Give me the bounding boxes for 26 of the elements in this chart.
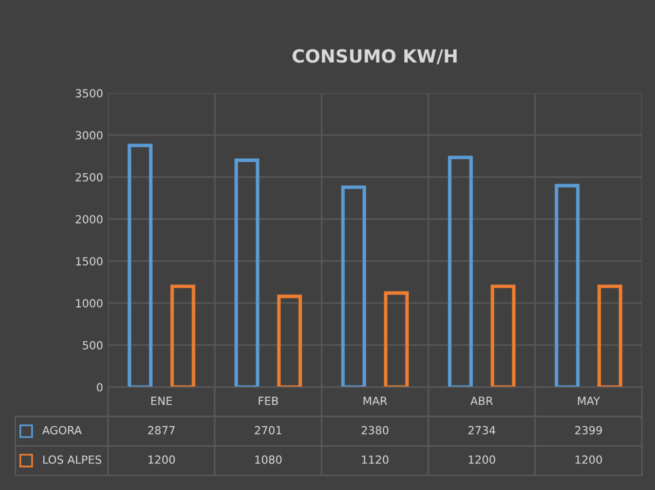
data-label: 1200 <box>468 455 496 464</box>
x-tick-label: ABR <box>470 396 493 405</box>
chart-title: CONSUMO KW/H <box>292 49 457 64</box>
data-label: 1080 <box>255 455 282 464</box>
y-tick-label: 3000 <box>76 131 102 140</box>
y-tick-label: 1000 <box>76 299 102 308</box>
data-label: 2877 <box>148 426 175 434</box>
data-label: 2734 <box>468 426 496 434</box>
y-tick-label: 0 <box>96 383 102 392</box>
y-tick-label: 2000 <box>76 215 102 224</box>
x-tick-label: ENE <box>151 396 172 405</box>
y-tick-label: 2500 <box>76 173 102 182</box>
data-label: 2399 <box>575 426 602 434</box>
x-tick-label: MAR <box>364 396 388 405</box>
y-tick-label: 3500 <box>76 89 102 98</box>
y-tick-label: 1500 <box>76 257 102 266</box>
data-label: 2380 <box>362 426 388 434</box>
legend-label: LOS ALPES <box>43 455 102 464</box>
data-label: 1200 <box>148 455 175 464</box>
data-label: 1120 <box>362 455 388 464</box>
legend-label: AGORA <box>42 426 82 434</box>
x-tick-label: MAY <box>578 396 600 405</box>
data-label: 2701 <box>254 426 282 434</box>
data-label: 1200 <box>576 455 602 464</box>
y-tick-label: 500 <box>82 341 102 350</box>
x-tick-label: FEB <box>258 396 278 405</box>
